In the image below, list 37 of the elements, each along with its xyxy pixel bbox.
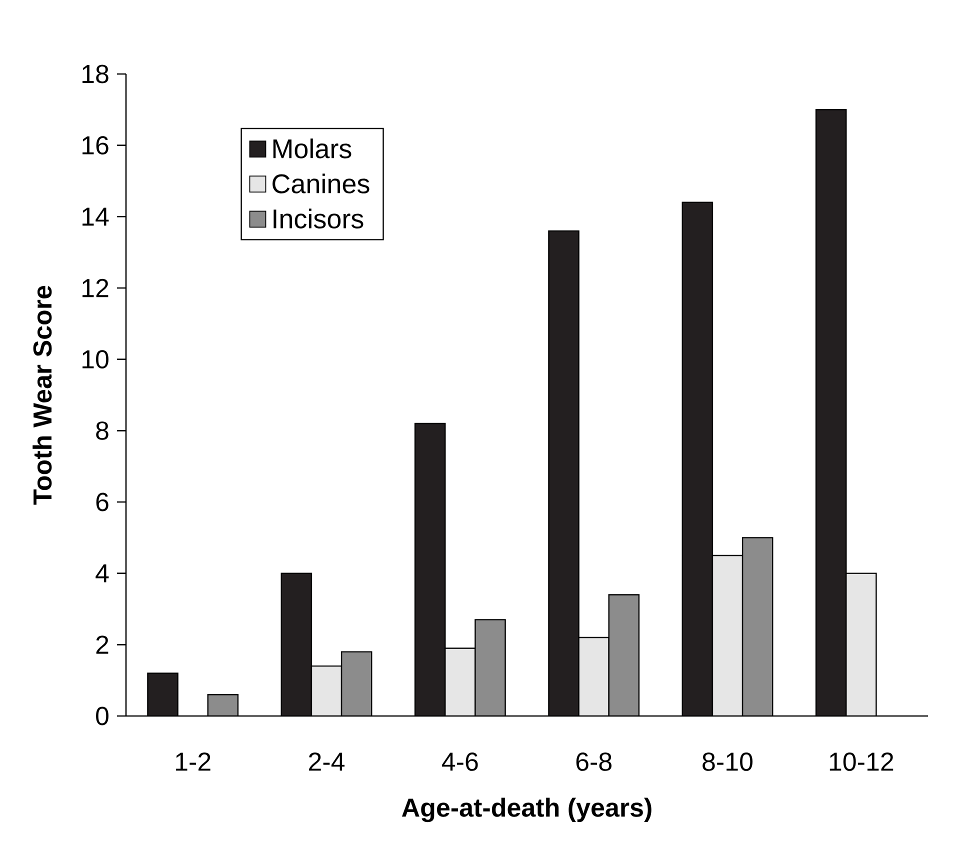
bar: [208, 694, 238, 716]
x-axis-title: Age-at-death (years): [402, 798, 652, 822]
bar: [815, 109, 847, 716]
y-tick-label: 14: [82, 208, 109, 226]
bar: [148, 673, 178, 716]
y-tick-label: 2: [96, 636, 108, 654]
bar: [742, 537, 774, 716]
y-tick-label: 18: [82, 64, 108, 84]
y-tick-label: 10: [82, 350, 108, 369]
y-tick-label: 6: [96, 492, 108, 512]
legend-label: Molars: [273, 138, 352, 158]
bar: [578, 638, 609, 716]
bar: [445, 648, 476, 716]
y-tick-label: 16: [82, 136, 108, 155]
bar: [475, 620, 506, 716]
y-tick-label: 12: [82, 278, 108, 298]
x-tick-label: 6-8: [576, 752, 612, 771]
x-tick-label: 2-4: [309, 752, 345, 771]
x-tick-label: 4-6: [442, 752, 478, 771]
bar: [608, 594, 639, 716]
x-tick-label: 10-12: [830, 752, 894, 771]
y-tick-label: 8: [96, 421, 108, 440]
legend-label: Canines: [272, 174, 370, 194]
bar: [281, 573, 312, 716]
bar: [415, 424, 446, 716]
y-axis-title: Tooth Wear Score: [32, 286, 52, 505]
bar: [712, 556, 743, 716]
bar: [682, 202, 712, 716]
bar: [311, 666, 342, 716]
x-tick-label: 8-10: [702, 752, 752, 771]
bar: [846, 572, 877, 716]
y-tick-label: 4: [96, 564, 109, 582]
bar: [342, 652, 372, 716]
legend-label: Incisors: [274, 208, 364, 228]
x-tick-label: 1-2: [176, 752, 210, 771]
y-tick-label: 0: [96, 706, 108, 726]
bar: [548, 230, 579, 716]
